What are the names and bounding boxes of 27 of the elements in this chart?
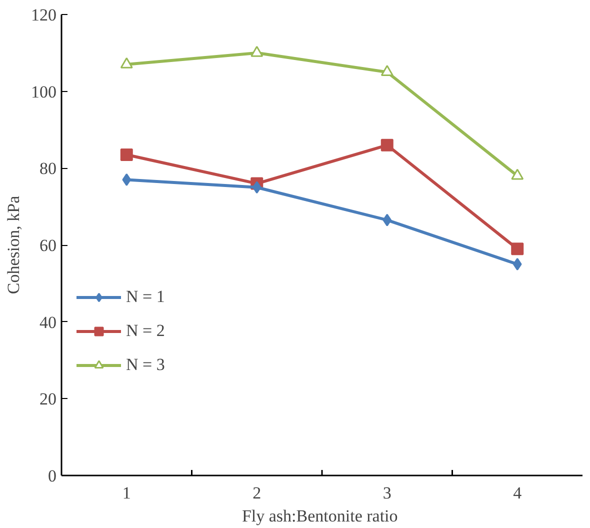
point: [380, 65, 394, 76]
y-tick-label: 120: [31, 6, 56, 24]
x-axis-title: Fly ash:Bentonite ratio: [242, 506, 398, 526]
y-tick-label: 0: [48, 466, 56, 486]
y-tick-label: 60: [40, 236, 56, 255]
point: [511, 242, 524, 256]
point: [122, 173, 132, 186]
legend-label: N = 2: [126, 321, 165, 341]
x-tick-label: 4: [513, 484, 522, 502]
legend-label: N = 1: [126, 287, 165, 307]
legend-label: N = 3: [126, 355, 165, 375]
point: [511, 168, 524, 180]
y-tick-label: 40: [40, 312, 56, 332]
y-axis-title: Cohesion, kPa: [4, 195, 23, 294]
point: [252, 181, 262, 194]
point: [250, 46, 264, 57]
x-tick-label: 1: [122, 484, 131, 502]
y-tick-label: 100: [31, 82, 56, 102]
y-tick-label: 20: [40, 390, 56, 409]
point: [512, 258, 522, 270]
point: [380, 138, 394, 152]
point: [382, 214, 392, 226]
x-tick-label: 3: [382, 484, 392, 502]
point: [120, 57, 133, 68]
point: [120, 148, 133, 161]
x-tick-label: 2: [252, 484, 262, 502]
y-tick-label: 80: [40, 159, 56, 178]
